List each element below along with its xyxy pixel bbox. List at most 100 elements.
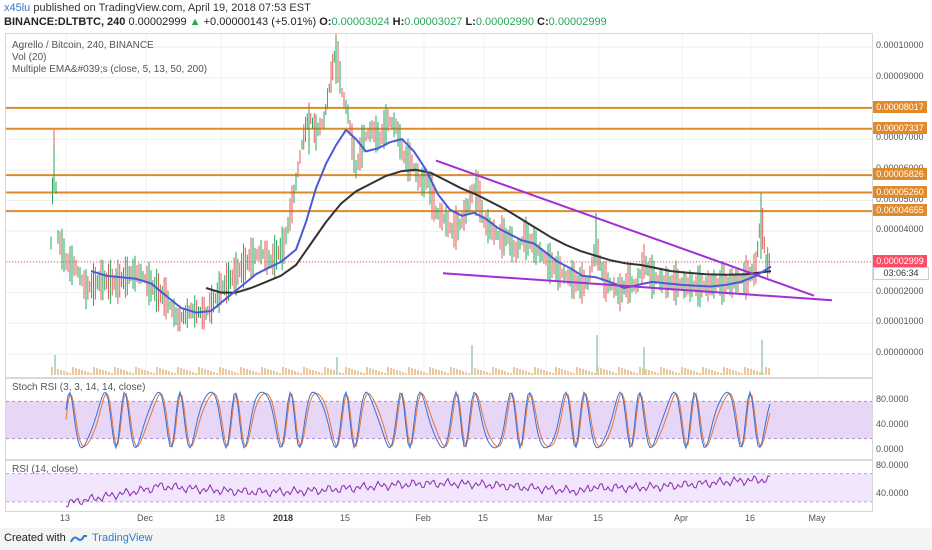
volume-bar — [720, 373, 722, 375]
volume-bar — [318, 372, 320, 375]
trendline[interactable] — [442, 272, 833, 302]
volume-bar — [279, 373, 281, 375]
stoch-legend: Stoch RSI (3, 3, 14, 14, close) — [12, 382, 146, 393]
volume-bar — [357, 371, 359, 375]
volume-bar — [432, 368, 434, 375]
volume-bar — [630, 371, 632, 375]
volume-bar — [507, 372, 509, 375]
rsi-pane[interactable]: RSI (14, close) — [5, 460, 873, 512]
volume-bar — [384, 373, 386, 375]
legend-volume: Vol (20) — [12, 52, 47, 63]
volume-bar — [240, 367, 242, 375]
volume-bar — [87, 372, 89, 375]
volume-bar — [549, 372, 551, 375]
rsi-axis[interactable]: 80.0000 40.0000 — [872, 460, 932, 510]
open-value: 0.00003024 — [331, 16, 390, 28]
ohlc-line: BINANCE:DLTBTC, 240 0.00002999 ▲ +0.0000… — [4, 16, 607, 28]
volume-bar — [219, 367, 221, 375]
volume-bar — [561, 369, 563, 375]
stoch-axis[interactable]: 80.0000 40.0000 0.0000 — [872, 378, 932, 458]
volume-bar — [78, 369, 80, 375]
rsi-band — [6, 473, 872, 502]
volume-bar — [195, 373, 197, 375]
volume-bar — [57, 369, 59, 375]
volume-bar — [51, 367, 53, 375]
time-tick-label: 15 — [477, 513, 489, 523]
volume-bar — [621, 368, 623, 375]
volume-bar — [447, 373, 449, 375]
volume-bar — [375, 370, 377, 375]
volume-bar — [225, 369, 227, 375]
volume-bar — [534, 367, 536, 375]
volume-bar — [141, 369, 143, 375]
volume-bar — [459, 370, 461, 375]
volume-bar — [288, 369, 290, 375]
volume-bar — [504, 371, 506, 375]
volume-bar — [759, 372, 761, 375]
volume-bar — [516, 368, 518, 375]
volume-bar — [339, 372, 341, 375]
volume-bar — [393, 369, 395, 375]
volume-spike — [471, 345, 473, 375]
low-label: L: — [465, 16, 476, 28]
volume-bar — [627, 370, 629, 375]
price-tick-label: 0.00005000 — [876, 193, 924, 204]
time-tick-label: 15 — [592, 513, 604, 523]
volume-bar — [228, 370, 230, 375]
price-tick-label: 0.00010000 — [876, 40, 924, 50]
tradingview-link[interactable]: TradingView — [92, 532, 153, 544]
volume-bar — [291, 370, 293, 375]
stoch-rsi-chart[interactable] — [6, 379, 872, 459]
volume-bar — [93, 367, 95, 375]
stoch-band — [6, 401, 872, 439]
price-tick-label: 0.00001000 — [876, 316, 924, 327]
price-change: +0.00000143 (+5.01%) — [203, 16, 317, 28]
volume-bar — [156, 367, 158, 375]
volume-bar — [519, 369, 521, 375]
volume-bar — [126, 371, 128, 375]
volume-bar — [498, 369, 500, 375]
countdown-label: 03:06:34 — [873, 266, 929, 280]
stoch-rsi-pane[interactable]: Stoch RSI (3, 3, 14, 14, close) — [5, 378, 873, 460]
rsi-chart[interactable] — [6, 461, 872, 511]
level-price-label: 0.00005826 — [873, 168, 927, 181]
stoch-tick-label: 0.0000 — [876, 444, 904, 454]
price-pane[interactable]: Agrello / Bitcoin, 240, BINANCE Vol (20)… — [5, 33, 873, 378]
time-axis[interactable]: 13 Dec 18 2018 15 Feb 15 Mar 15 Apr 16 May — [5, 512, 871, 526]
volume-bar — [765, 367, 767, 375]
volume-bar — [177, 367, 179, 375]
volume-bar — [696, 372, 698, 375]
volume-bar — [675, 372, 677, 375]
close-label: C: — [537, 16, 549, 28]
author-link[interactable]: x45lu — [4, 2, 31, 14]
volume-bar — [117, 368, 119, 375]
volume-spike — [761, 340, 763, 375]
volume-bar — [714, 371, 716, 375]
chart-header: x45lu published on TradingView.com, Apri… — [0, 0, 932, 32]
high-label: H: — [392, 16, 405, 28]
volume-bar — [135, 367, 137, 375]
volume-bar — [321, 373, 323, 375]
time-tick-label: 13 — [59, 513, 71, 523]
volume-bar — [435, 369, 437, 375]
volume-bar — [99, 369, 101, 375]
volume-bar — [729, 369, 731, 375]
volume-bar — [147, 371, 149, 375]
volume-bar — [420, 371, 422, 375]
volume-bar — [201, 368, 203, 375]
volume-bar — [585, 370, 587, 375]
open-label: O: — [319, 16, 332, 28]
price-tick-label: 0.00004000 — [876, 224, 924, 235]
volume-bar — [546, 371, 548, 375]
volume-bar — [243, 368, 245, 375]
time-tick-label: Dec — [136, 513, 154, 523]
volume-bar — [246, 369, 248, 375]
trendline[interactable] — [435, 159, 815, 297]
volume-bar — [210, 371, 212, 375]
volume-bar — [258, 373, 260, 375]
volume-bar — [249, 370, 251, 375]
ema-fast-line — [90, 128, 772, 314]
volume-bar — [114, 367, 116, 375]
price-chart[interactable] — [6, 34, 872, 377]
volume-bar — [138, 368, 140, 375]
